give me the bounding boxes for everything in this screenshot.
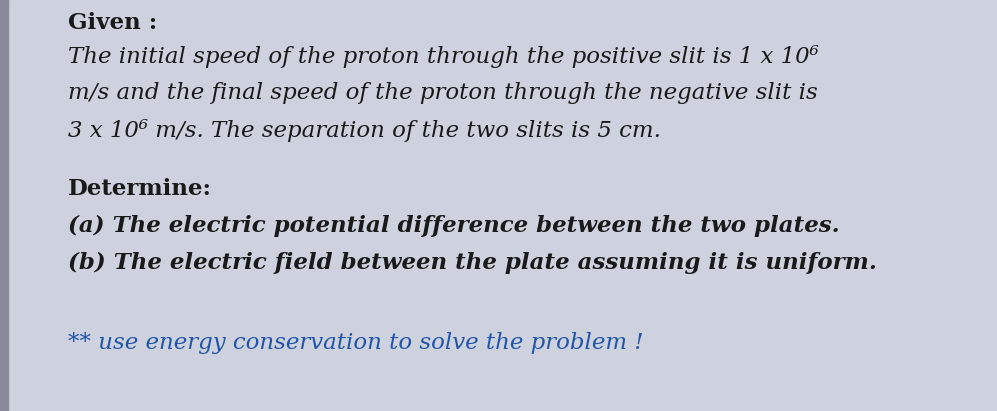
Text: (a) The electric potential difference between the two plates.: (a) The electric potential difference be… — [68, 215, 839, 237]
Bar — [0, 0, 8, 411]
Text: Determine:: Determine: — [68, 178, 211, 200]
Text: 3 x 10⁶ m/s. The separation of the two slits is 5 cm.: 3 x 10⁶ m/s. The separation of the two s… — [68, 119, 661, 142]
Text: m/s and the final speed of the proton through the negative slit is: m/s and the final speed of the proton th… — [68, 82, 818, 104]
Text: The initial speed of the proton through the positive slit is 1 x 10⁶: The initial speed of the proton through … — [68, 45, 819, 68]
Text: Given :: Given : — [68, 12, 158, 34]
Text: (b) The electric field between the plate assuming it is uniform.: (b) The electric field between the plate… — [68, 252, 876, 274]
Text: ** use energy conservation to solve the problem !: ** use energy conservation to solve the … — [68, 332, 643, 354]
